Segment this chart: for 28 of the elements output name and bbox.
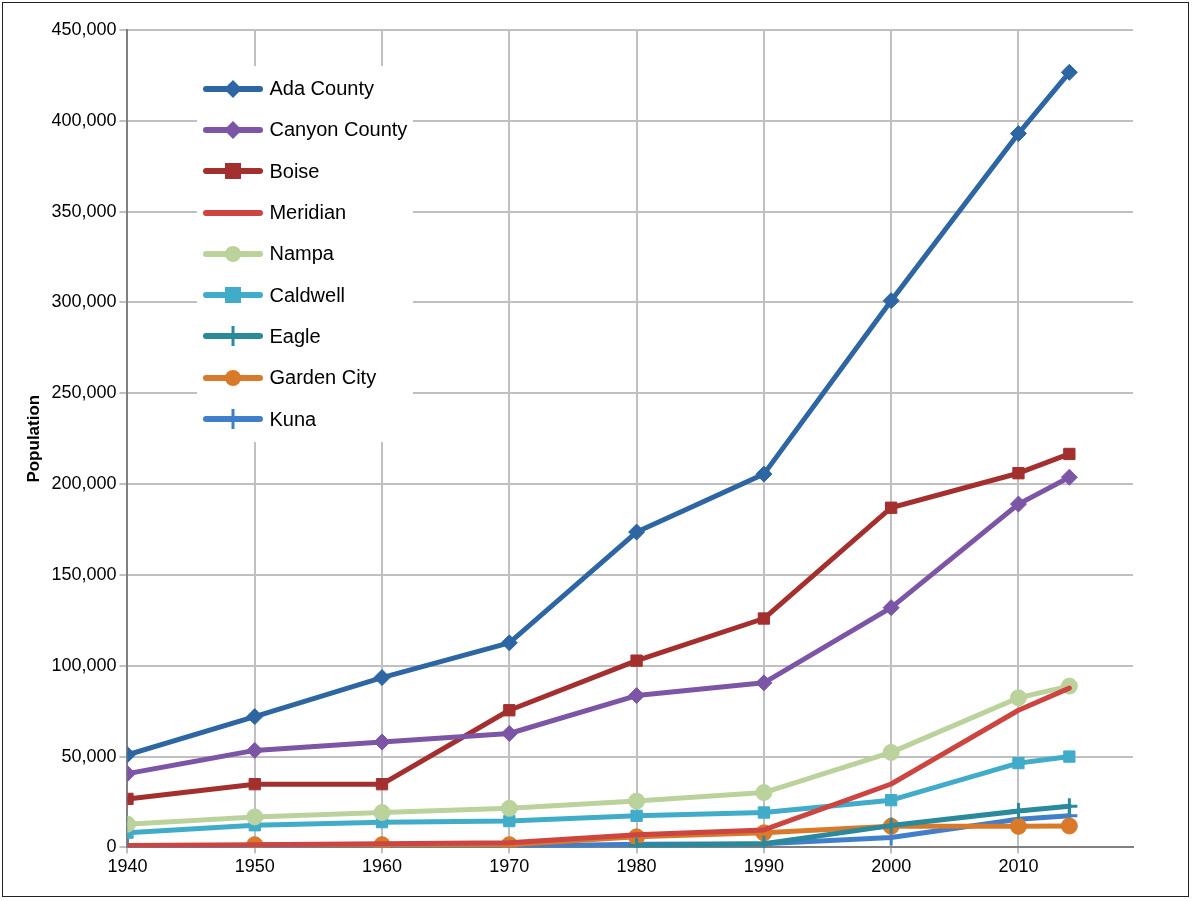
x-tick-label: 1970 [489, 856, 530, 877]
legend-label: Ada County [269, 77, 374, 101]
y-tick-label: 50,000 [61, 745, 117, 766]
legend-label: Canyon County [269, 118, 408, 142]
y-tick-label: 350,000 [51, 200, 117, 221]
legend-label: Kuna [269, 407, 317, 431]
y-tick-label: 0 [106, 836, 117, 857]
x-tick-label: 2000 [871, 856, 912, 877]
x-tick-label: 1980 [616, 856, 657, 877]
x-tick-label: 1950 [234, 856, 275, 877]
legend-label: Eagle [269, 324, 321, 348]
legend-label: Nampa [269, 242, 334, 266]
y-tick-label: 100,000 [51, 654, 117, 675]
y-tick-label: 400,000 [51, 109, 117, 130]
y-tick-label: 250,000 [51, 382, 117, 403]
y-tick-label: 450,000 [51, 18, 117, 39]
legend-label: Caldwell [269, 283, 346, 307]
x-tick-label: 2010 [998, 856, 1039, 877]
legend-label: Garden City [269, 366, 377, 390]
y-tick-label: 200,000 [51, 473, 117, 494]
x-tick-label: 1960 [362, 856, 403, 877]
x-tick-label: 1990 [743, 856, 784, 877]
legend-label: Meridian [269, 201, 347, 225]
y-axis-title: Population [23, 394, 43, 483]
y-tick-label: 300,000 [51, 291, 117, 312]
x-tick-label: 1940 [107, 856, 148, 877]
y-tick-label: 150,000 [51, 563, 117, 584]
legend-label: Boise [269, 159, 320, 183]
